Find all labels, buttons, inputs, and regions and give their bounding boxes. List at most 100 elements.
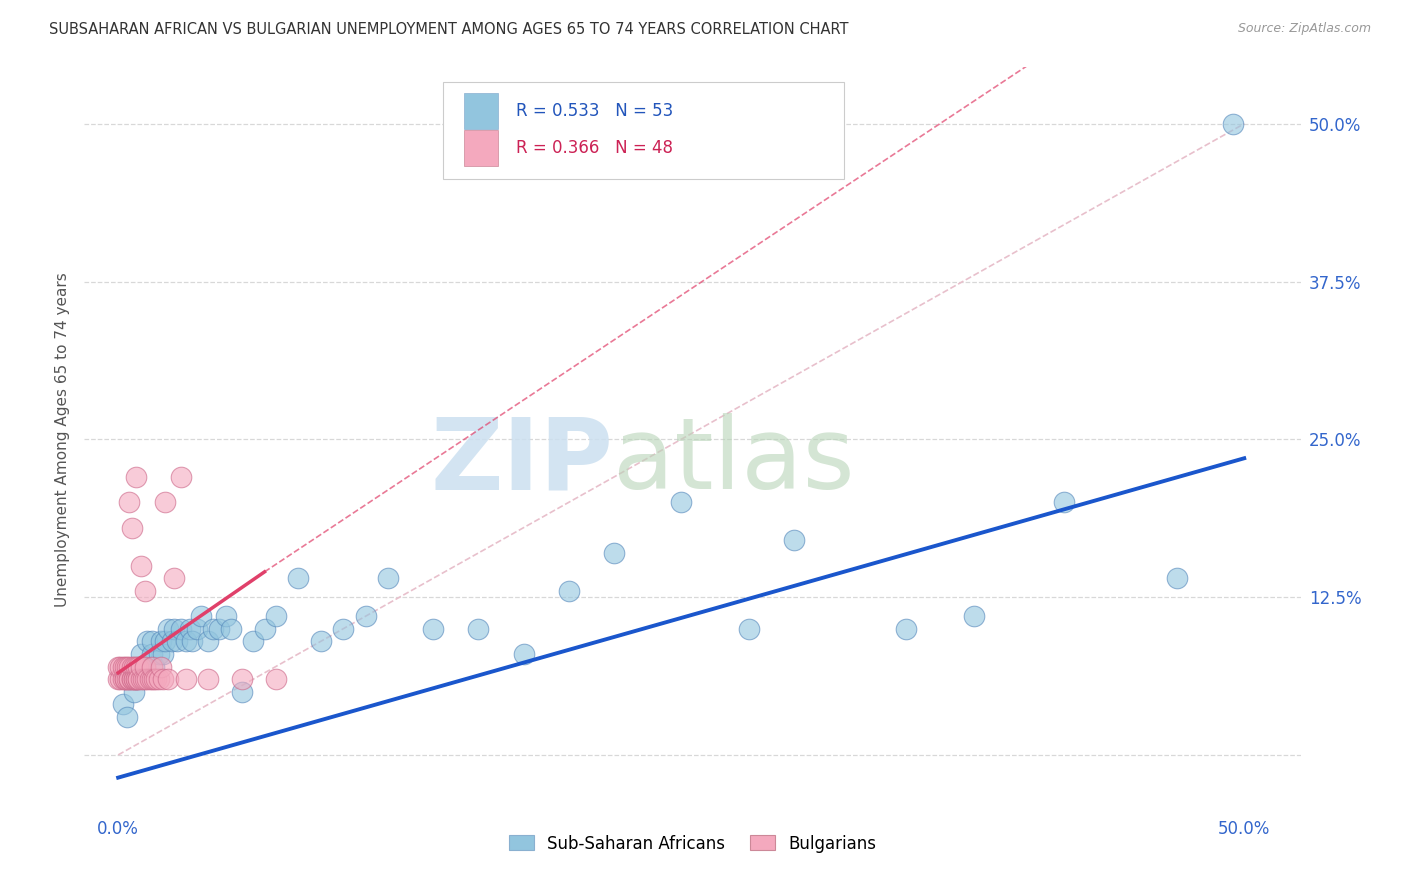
Point: [114, 672, 136, 686]
Point: [512, 647, 534, 661]
Point: [141, 647, 163, 661]
Point: [114, 659, 136, 673]
Point: [602, 546, 624, 560]
Point: [127, 659, 149, 673]
Point: [110, 659, 132, 673]
Point: [125, 672, 148, 686]
Point: [467, 622, 489, 636]
Point: [377, 571, 399, 585]
Point: [155, 495, 177, 509]
Point: [179, 622, 201, 636]
Point: [149, 659, 172, 673]
Point: [115, 659, 138, 673]
Point: [1166, 571, 1188, 585]
Legend: Sub-Saharan Africans, Bulgarians: Sub-Saharan Africans, Bulgarians: [502, 828, 883, 859]
Point: [107, 659, 129, 673]
Point: [114, 672, 136, 686]
Point: [122, 659, 145, 673]
Point: [111, 659, 134, 673]
Point: [422, 622, 444, 636]
Point: [110, 672, 132, 686]
Text: ZIP: ZIP: [430, 413, 613, 510]
Text: R = 0.533   N = 53: R = 0.533 N = 53: [516, 102, 673, 120]
Point: [121, 521, 143, 535]
Point: [1053, 495, 1076, 509]
Point: [118, 672, 141, 686]
Point: [963, 609, 986, 624]
Point: [141, 634, 163, 648]
Point: [125, 659, 148, 673]
Point: [143, 659, 166, 673]
Point: [125, 470, 148, 484]
Point: [160, 634, 183, 648]
Point: [208, 622, 231, 636]
Point: [134, 659, 156, 673]
Point: [122, 672, 145, 686]
Point: [148, 672, 170, 686]
Point: [738, 622, 761, 636]
Text: SUBSAHARAN AFRICAN VS BULGARIAN UNEMPLOYMENT AMONG AGES 65 TO 74 YEARS CORRELATI: SUBSAHARAN AFRICAN VS BULGARIAN UNEMPLOY…: [49, 22, 849, 37]
Point: [174, 672, 197, 686]
Y-axis label: Unemployment Among Ages 65 to 74 years: Unemployment Among Ages 65 to 74 years: [55, 272, 70, 607]
Point: [148, 647, 170, 661]
Point: [122, 672, 145, 686]
Point: [134, 672, 156, 686]
FancyBboxPatch shape: [464, 130, 498, 166]
Point: [155, 634, 177, 648]
Point: [253, 622, 276, 636]
Point: [125, 672, 148, 686]
Point: [190, 609, 212, 624]
Point: [129, 558, 152, 573]
Point: [115, 672, 138, 686]
Point: [231, 685, 253, 699]
Point: [134, 583, 156, 598]
Point: [127, 672, 149, 686]
Point: [186, 622, 208, 636]
Point: [264, 672, 287, 686]
Point: [170, 622, 193, 636]
Point: [219, 622, 242, 636]
Point: [121, 672, 143, 686]
Point: [118, 672, 141, 686]
Point: [107, 672, 129, 686]
Point: [138, 672, 160, 686]
Point: [181, 634, 204, 648]
Text: Source: ZipAtlas.com: Source: ZipAtlas.com: [1237, 22, 1371, 36]
Point: [136, 634, 159, 648]
Point: [111, 698, 134, 712]
Point: [127, 659, 149, 673]
Point: [557, 583, 579, 598]
Point: [118, 495, 141, 509]
Point: [152, 647, 174, 661]
Point: [197, 672, 219, 686]
Point: [242, 634, 264, 648]
Point: [115, 710, 138, 724]
Point: [156, 672, 179, 686]
Point: [332, 622, 354, 636]
Point: [132, 672, 155, 686]
Point: [215, 609, 238, 624]
Point: [125, 672, 148, 686]
Point: [152, 672, 174, 686]
Point: [163, 622, 186, 636]
Point: [121, 659, 143, 673]
Point: [141, 659, 163, 673]
Point: [309, 634, 332, 648]
Point: [231, 672, 253, 686]
Point: [149, 634, 172, 648]
Point: [121, 672, 143, 686]
FancyBboxPatch shape: [443, 82, 845, 178]
FancyBboxPatch shape: [464, 93, 498, 128]
Point: [111, 672, 134, 686]
Point: [163, 571, 186, 585]
Point: [143, 672, 166, 686]
Point: [264, 609, 287, 624]
Point: [170, 470, 193, 484]
Point: [141, 672, 163, 686]
Point: [129, 672, 152, 686]
Point: [174, 634, 197, 648]
Point: [197, 634, 219, 648]
Point: [896, 622, 918, 636]
Point: [136, 672, 159, 686]
Point: [145, 672, 167, 686]
